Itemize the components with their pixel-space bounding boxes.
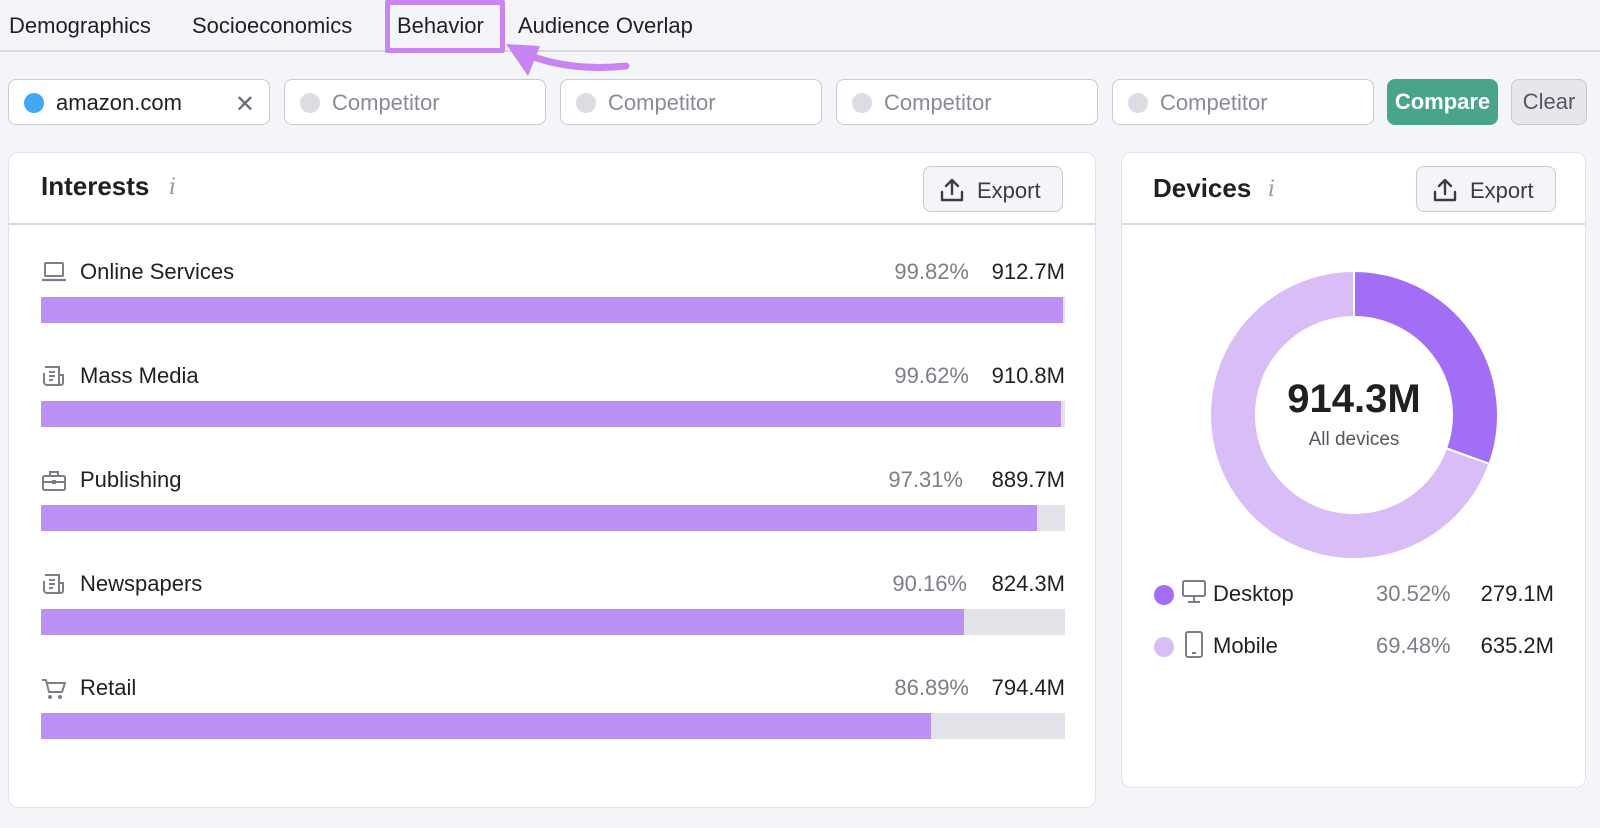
behavior-highlight-box xyxy=(385,0,505,53)
devices-export-button[interactable]: Export xyxy=(1416,166,1556,212)
tab-audience-overlap[interactable]: Audience Overlap xyxy=(518,13,693,38)
upload-icon xyxy=(940,178,964,202)
clear-button[interactable]: Clear xyxy=(1511,79,1587,125)
newspaper-icon xyxy=(43,574,64,594)
competitor-placeholder: Competitor xyxy=(332,90,440,115)
devices-donut-chart xyxy=(1209,269,1499,560)
interest-bar-fill xyxy=(41,297,1064,323)
domain-color-dot xyxy=(24,93,44,113)
interest-bar-track xyxy=(41,505,1065,531)
report-tabs: Demographics Socioeconomics Behavior Aud… xyxy=(0,0,1600,52)
upload-icon xyxy=(1433,178,1457,202)
interest-value: 824.3M xyxy=(991,571,1065,596)
interest-label: Mass Media xyxy=(80,363,199,388)
interests-card: Interests i Export Online Services 99.82… xyxy=(8,152,1096,808)
interests-export-button[interactable]: Export xyxy=(923,166,1063,212)
interest-percent: 86.89% xyxy=(894,675,969,700)
interests-header: Interests i Export xyxy=(9,153,1095,225)
devices-card: Devices i Export 914.3M All devices Desk… xyxy=(1121,152,1586,788)
interest-row: Retail 86.89% 794.4M xyxy=(41,673,1065,753)
interest-row: Newspapers 90.16% 824.3M xyxy=(41,569,1065,649)
desktop-icon xyxy=(1182,580,1206,603)
competitor-placeholder: Competitor xyxy=(884,90,992,115)
legend-dot xyxy=(1154,585,1174,605)
interest-label: Newspapers xyxy=(80,571,203,596)
devices-title: Devices xyxy=(1153,173,1252,203)
interest-percent: 99.62% xyxy=(894,363,969,388)
legend-label: Mobile xyxy=(1213,633,1278,658)
donut-total: 914.3M xyxy=(1287,377,1421,421)
interest-bar-fill xyxy=(41,401,1062,427)
interest-bar-track xyxy=(41,609,1065,635)
highlight-arrow-icon xyxy=(506,44,630,76)
competitor-input-1[interactable]: Competitor xyxy=(284,79,546,125)
interest-value: 889.7M xyxy=(991,467,1065,492)
interest-value: 912.7M xyxy=(991,259,1065,284)
newspaper-icon xyxy=(43,366,64,386)
interest-percent: 90.16% xyxy=(892,571,967,596)
tab-behavior[interactable]: Behavior xyxy=(397,13,484,38)
legend-dot xyxy=(1154,637,1174,657)
info-icon[interactable]: i xyxy=(1268,177,1276,202)
legend-item-mobile: Mobile 69.48% 635.2M xyxy=(1154,631,1554,661)
competitor-input-4[interactable]: Competitor xyxy=(1112,79,1374,125)
competitor-placeholder: Competitor xyxy=(608,90,716,115)
interest-row: Mass Media 99.62% 910.8M xyxy=(41,361,1065,441)
info-icon[interactable]: i xyxy=(169,175,177,200)
competitor-input-3[interactable]: Competitor xyxy=(836,79,1098,125)
laptop-icon xyxy=(42,262,66,282)
clear-domain-icon[interactable]: ✕ xyxy=(234,91,255,118)
competitor-input-2[interactable]: Competitor xyxy=(560,79,822,125)
legend-label: Desktop xyxy=(1213,581,1294,606)
interest-bar-fill xyxy=(41,713,931,739)
donut-segment-desktop[interactable] xyxy=(1353,269,1499,466)
interest-percent: 99.82% xyxy=(894,259,969,284)
interest-value: 794.4M xyxy=(991,675,1065,700)
competitor-dot xyxy=(576,93,596,113)
briefcase-icon xyxy=(42,471,66,491)
tab-socioeconomics[interactable]: Socioeconomics xyxy=(192,13,353,38)
competitor-dot xyxy=(852,93,872,113)
export-label: Export xyxy=(1470,178,1534,203)
competitor-placeholder: Competitor xyxy=(1160,90,1268,115)
devices-header: Devices i Export xyxy=(1122,153,1585,225)
interest-bar-track xyxy=(41,297,1065,323)
interest-row: Publishing 97.31% 889.7M xyxy=(41,465,1065,545)
interest-bar-track xyxy=(41,401,1065,427)
interest-label: Publishing xyxy=(80,467,182,492)
interest-label: Retail xyxy=(80,675,137,700)
cart-icon xyxy=(42,679,66,699)
interest-percent: 97.31% xyxy=(888,467,963,492)
mobile-icon xyxy=(1185,631,1203,658)
interest-bar-fill xyxy=(41,505,1038,531)
compare-button[interactable]: Compare xyxy=(1387,79,1498,125)
legend-value: 635.2M xyxy=(1480,633,1554,658)
interest-row: Online Services 99.82% 912.7M xyxy=(41,257,1065,337)
donut-total-label: All devices xyxy=(1308,429,1400,450)
legend-percent: 69.48% xyxy=(1376,633,1451,658)
competitor-dot xyxy=(300,93,320,113)
export-label: Export xyxy=(977,178,1041,203)
domain-input-main[interactable]: amazon.com ✕ xyxy=(8,79,270,125)
interest-bar-track xyxy=(41,713,1065,739)
donut-segment-mobile[interactable] xyxy=(1209,269,1491,560)
domain-value: amazon.com xyxy=(56,90,182,115)
interest-bar-fill xyxy=(41,609,965,635)
donut-center: 914.3M All devices xyxy=(1208,269,1500,561)
legend-item-desktop: Desktop 30.52% 279.1M xyxy=(1154,579,1554,609)
legend-percent: 30.52% xyxy=(1376,581,1451,606)
interests-title: Interests xyxy=(41,171,150,201)
interest-label: Online Services xyxy=(80,259,235,284)
competitor-dot xyxy=(1128,93,1148,113)
legend-value: 279.1M xyxy=(1480,581,1554,606)
tab-demographics[interactable]: Demographics xyxy=(9,13,151,38)
interest-value: 910.8M xyxy=(991,363,1065,388)
